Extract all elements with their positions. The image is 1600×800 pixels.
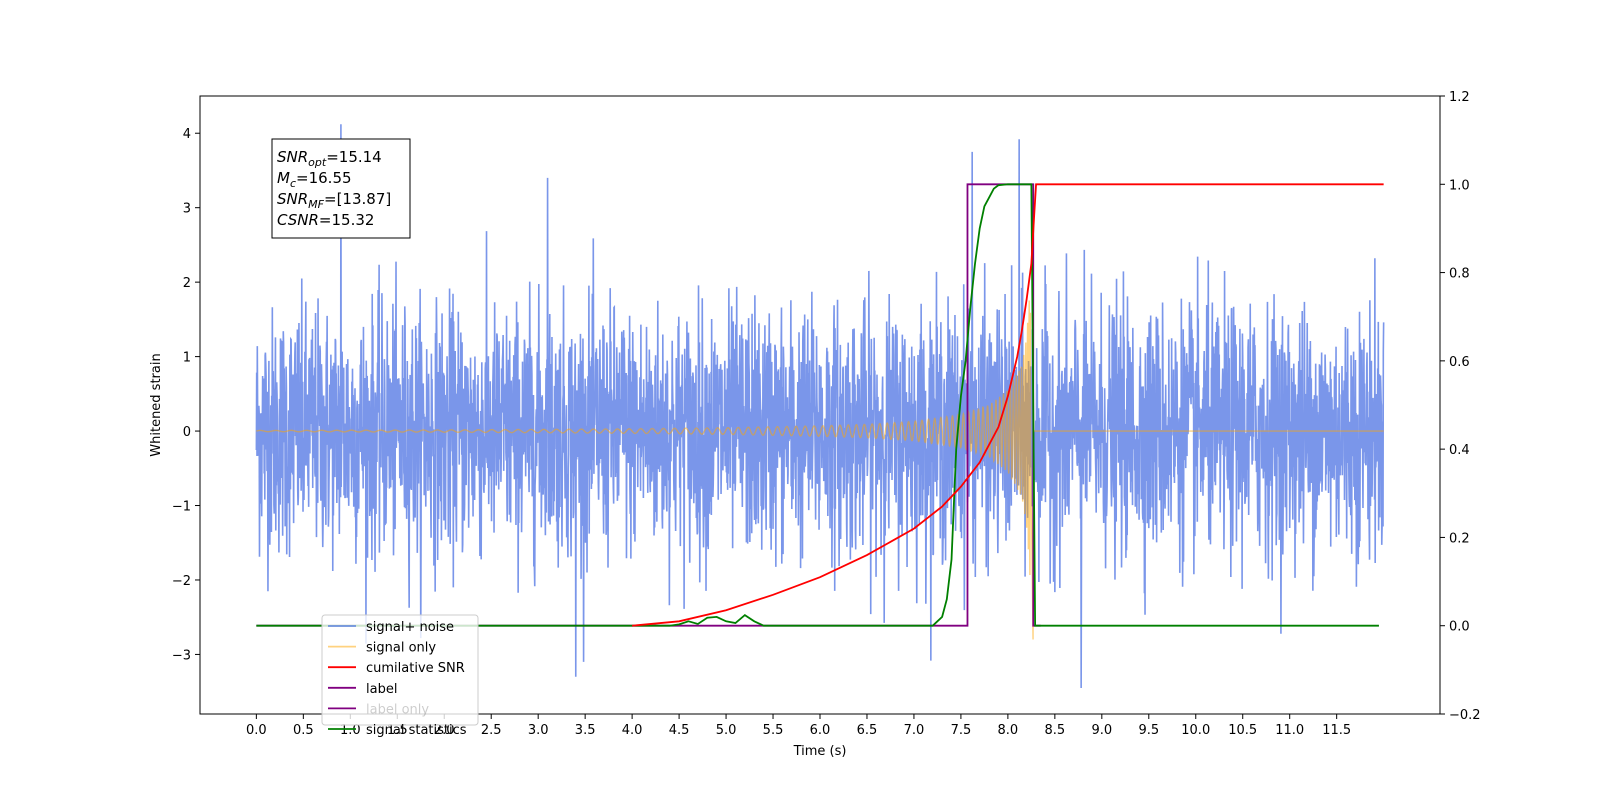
x-tick-label: 5.0: [716, 723, 737, 738]
x-tick-label: 6.5: [857, 723, 878, 738]
y-tick-label: 0: [183, 425, 191, 440]
y-axis-left: −3 −2 −1 0 1 2 3 4: [172, 127, 200, 663]
x-tick-label: 0.0: [246, 723, 267, 738]
x-tick-label: 2.0: [434, 723, 455, 738]
x-tick-label: 8.5: [1045, 723, 1066, 738]
x-tick-label: 3.5: [575, 723, 596, 738]
y-tick-label: 2: [183, 276, 191, 291]
annotation-line: Mc=16.55: [277, 169, 352, 190]
x-tick-label: 5.5: [763, 723, 784, 738]
series-signal-noise-line: [255, 124, 1385, 688]
x-tick-label: 3.0: [528, 723, 549, 738]
legend-label: cumilative SNR: [366, 661, 465, 676]
legend-label: label: [366, 682, 397, 697]
y-tick-label: −2: [172, 574, 191, 589]
series-cumilative-snr-line: [632, 183, 1384, 627]
y2-tick-label: 0.0: [1449, 620, 1470, 635]
annotation-line: SNRopt=15.14: [277, 148, 382, 169]
y2-tick-label: −0.2: [1449, 708, 1481, 723]
legend-label: signal only: [366, 641, 436, 656]
y-tick-label: −3: [172, 648, 191, 663]
x-tick-label: 0.5: [293, 723, 314, 738]
y2-tick-label: 0.4: [1449, 443, 1470, 458]
right-axis-series-group: [256, 183, 1384, 627]
y-tick-label: −1: [172, 500, 191, 515]
y-tick-label: 4: [183, 127, 191, 142]
legend-label: signal statistics: [366, 723, 467, 738]
x-tick-label: 11.0: [1275, 723, 1304, 738]
x-tick-label: 11.5: [1322, 723, 1351, 738]
x-tick-label: 6.0: [810, 723, 831, 738]
legend-label: label only: [366, 702, 429, 717]
noise-series-group: [255, 124, 1385, 688]
legend-frame: [321, 614, 479, 726]
y2-tick-label: 0.6: [1449, 355, 1470, 370]
series-signal-only-line: [256, 300, 1384, 640]
x-tick-label: 2.5: [481, 723, 502, 738]
x-tick-label: 9.5: [1138, 723, 1159, 738]
x-tick-label: 8.0: [998, 723, 1019, 738]
series-signal-statistics-line: [256, 183, 1379, 627]
annotation-line: SNRMF=[13.87]: [277, 190, 391, 211]
annotation-line: CSNR=15.32: [277, 211, 374, 229]
y-axis-right: −0.2 0.0 0.2 0.4 0.6 0.8 1.0 1.2: [1440, 90, 1481, 723]
x-tick-label: 10.0: [1181, 723, 1210, 738]
x-tick-label: 7.5: [951, 723, 972, 738]
y-axis-title: Whitened strain: [149, 353, 164, 456]
legend: signal+ noise signal only cumilative SNR la…: [321, 614, 479, 738]
y2-tick-label: 1.0: [1449, 178, 1470, 193]
annotation-frame: [271, 138, 411, 239]
x-tick-label: 7.0: [904, 723, 925, 738]
y2-tick-label: 0.2: [1449, 531, 1470, 546]
x-tick-label: 10.5: [1228, 723, 1257, 738]
x-axis: 0.0 0.5 1.0 1.5 2.0 2.5 3.0 3.5 4.0 4.5 5.0 5.5 6.0 6…: [246, 714, 1351, 738]
x-tick-label: 9.0: [1091, 723, 1112, 738]
y-tick-label: 3: [183, 202, 191, 217]
signal-series-group: [256, 300, 1384, 640]
y2-tick-label: 1.2: [1449, 90, 1470, 105]
x-tick-label: 1.5: [387, 723, 408, 738]
x-axis-title: Time (s): [793, 744, 847, 759]
annotation-box: SNRopt=15.14Mc=16.55SNRMF=[13.87]CSNR=15…: [271, 138, 411, 239]
y-tick-label: 1: [183, 351, 191, 366]
x-tick-label: 1.0: [340, 723, 361, 738]
y2-tick-label: 0.8: [1449, 267, 1470, 282]
x-tick-label: 4.5: [669, 723, 690, 738]
x-tick-label: 4.0: [622, 723, 643, 738]
legend-label: signal+ noise: [366, 620, 454, 635]
